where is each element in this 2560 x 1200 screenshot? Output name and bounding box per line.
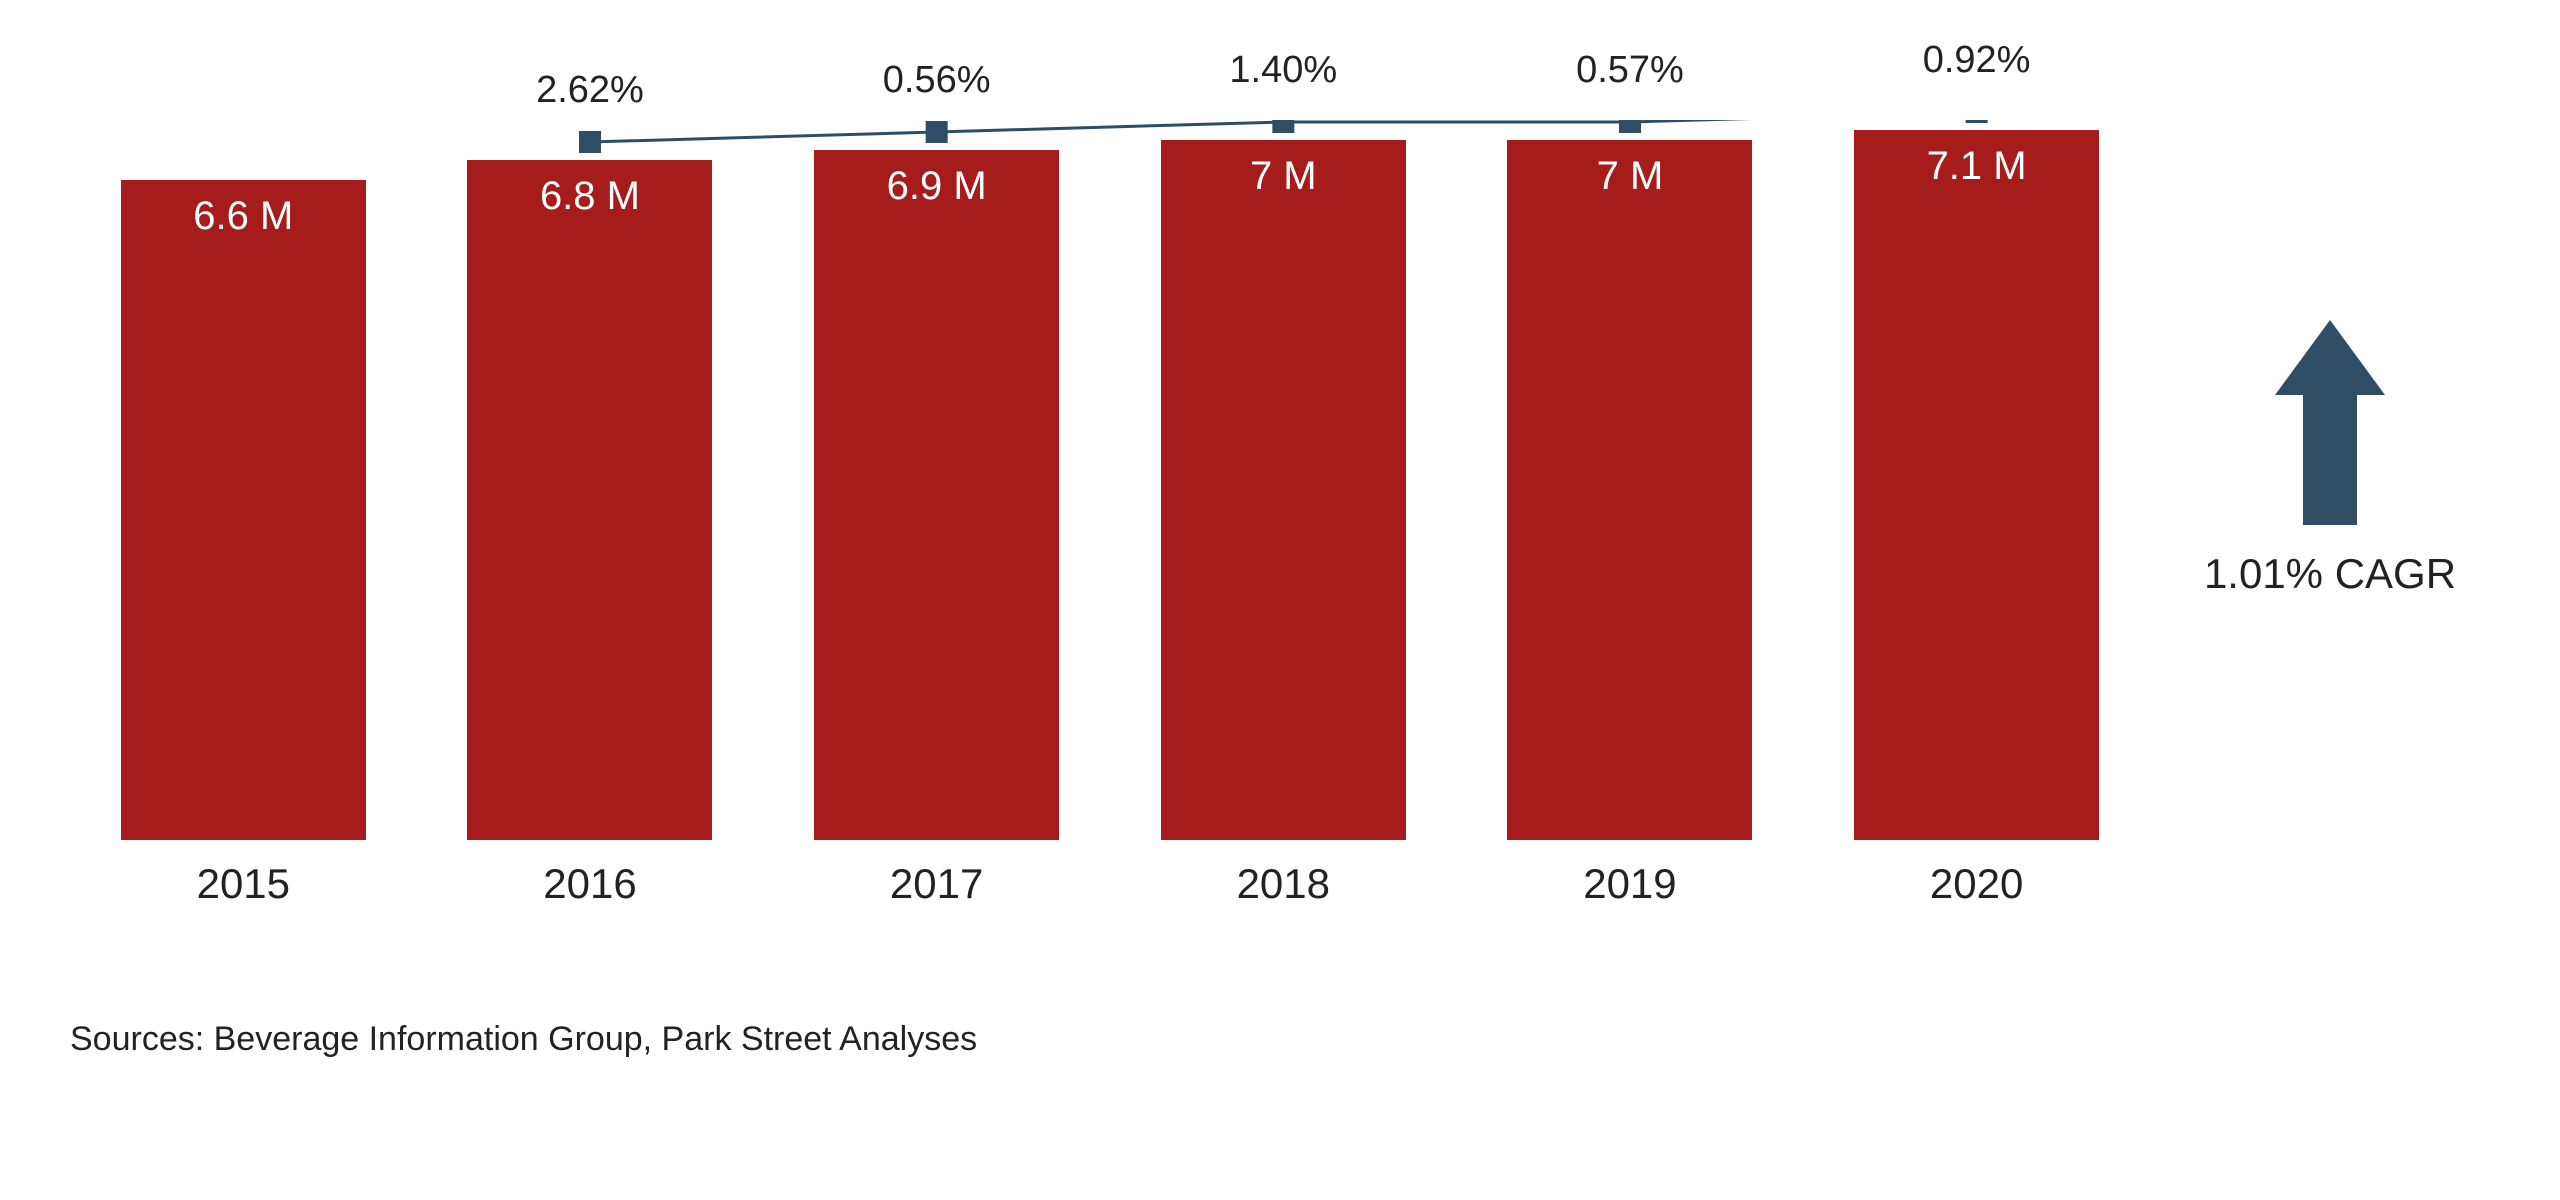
source-note: Sources: Beverage Information Group, Par…: [70, 1020, 977, 1059]
x-axis-label: 2017: [763, 860, 1110, 920]
growth-label: 0.56%: [763, 59, 1110, 102]
growth-label: 0.57%: [1457, 49, 1804, 92]
bar-slot: 7 M0.57%: [1457, 120, 1804, 840]
growth-label: 2.62%: [417, 69, 764, 112]
x-axis-label: 2016: [417, 860, 764, 920]
arrow-shaft: [2303, 395, 2357, 525]
x-axis: 201520162017201820192020: [70, 860, 2150, 920]
up-arrow-icon: [2275, 320, 2385, 530]
bar-slot: 6.8 M2.62%: [417, 120, 764, 840]
bar-slot: 6.9 M0.56%: [763, 120, 1110, 840]
bars-container: 6.6 M 6.8 M2.62%6.9 M0.56%7 M1.40%7 M0.57…: [70, 120, 2150, 840]
bar-value-label: 6.8 M: [467, 174, 712, 219]
bar-value-label: 7 M: [1161, 154, 1406, 199]
x-axis-label: 2015: [70, 860, 417, 920]
bar-value-label: 7 M: [1507, 154, 1752, 199]
bar-value-label: 7.1 M: [1854, 144, 2099, 189]
growth-label: 1.40%: [1110, 49, 1457, 92]
bar-value-label: 6.9 M: [814, 164, 1059, 209]
bar: 7.1 M: [1854, 130, 2099, 840]
bar: 7 M: [1161, 140, 1406, 840]
cagr-label: 1.01% CAGR: [2160, 550, 2500, 598]
bar: 7 M: [1507, 140, 1752, 840]
x-axis-label: 2019: [1457, 860, 1804, 920]
chart-region: 6.6 M 6.8 M2.62%6.9 M0.56%7 M1.40%7 M0.57…: [70, 120, 2150, 920]
bar: 6.8 M: [467, 160, 712, 840]
x-axis-label: 2020: [1803, 860, 2150, 920]
cagr-block: 1.01% CAGR: [2160, 320, 2500, 598]
x-axis-label: 2018: [1110, 860, 1457, 920]
bar: 6.9 M: [814, 150, 1059, 840]
growth-label: 0.92%: [1803, 39, 2150, 82]
bar-slot: 7 M1.40%: [1110, 120, 1457, 840]
bar-slot: 7.1 M0.92%: [1803, 120, 2150, 840]
arrow-head: [2275, 320, 2385, 395]
bar: 6.6 M: [121, 180, 366, 840]
bar-slot: 6.6 M: [70, 120, 417, 840]
bar-value-label: 6.6 M: [121, 194, 366, 239]
